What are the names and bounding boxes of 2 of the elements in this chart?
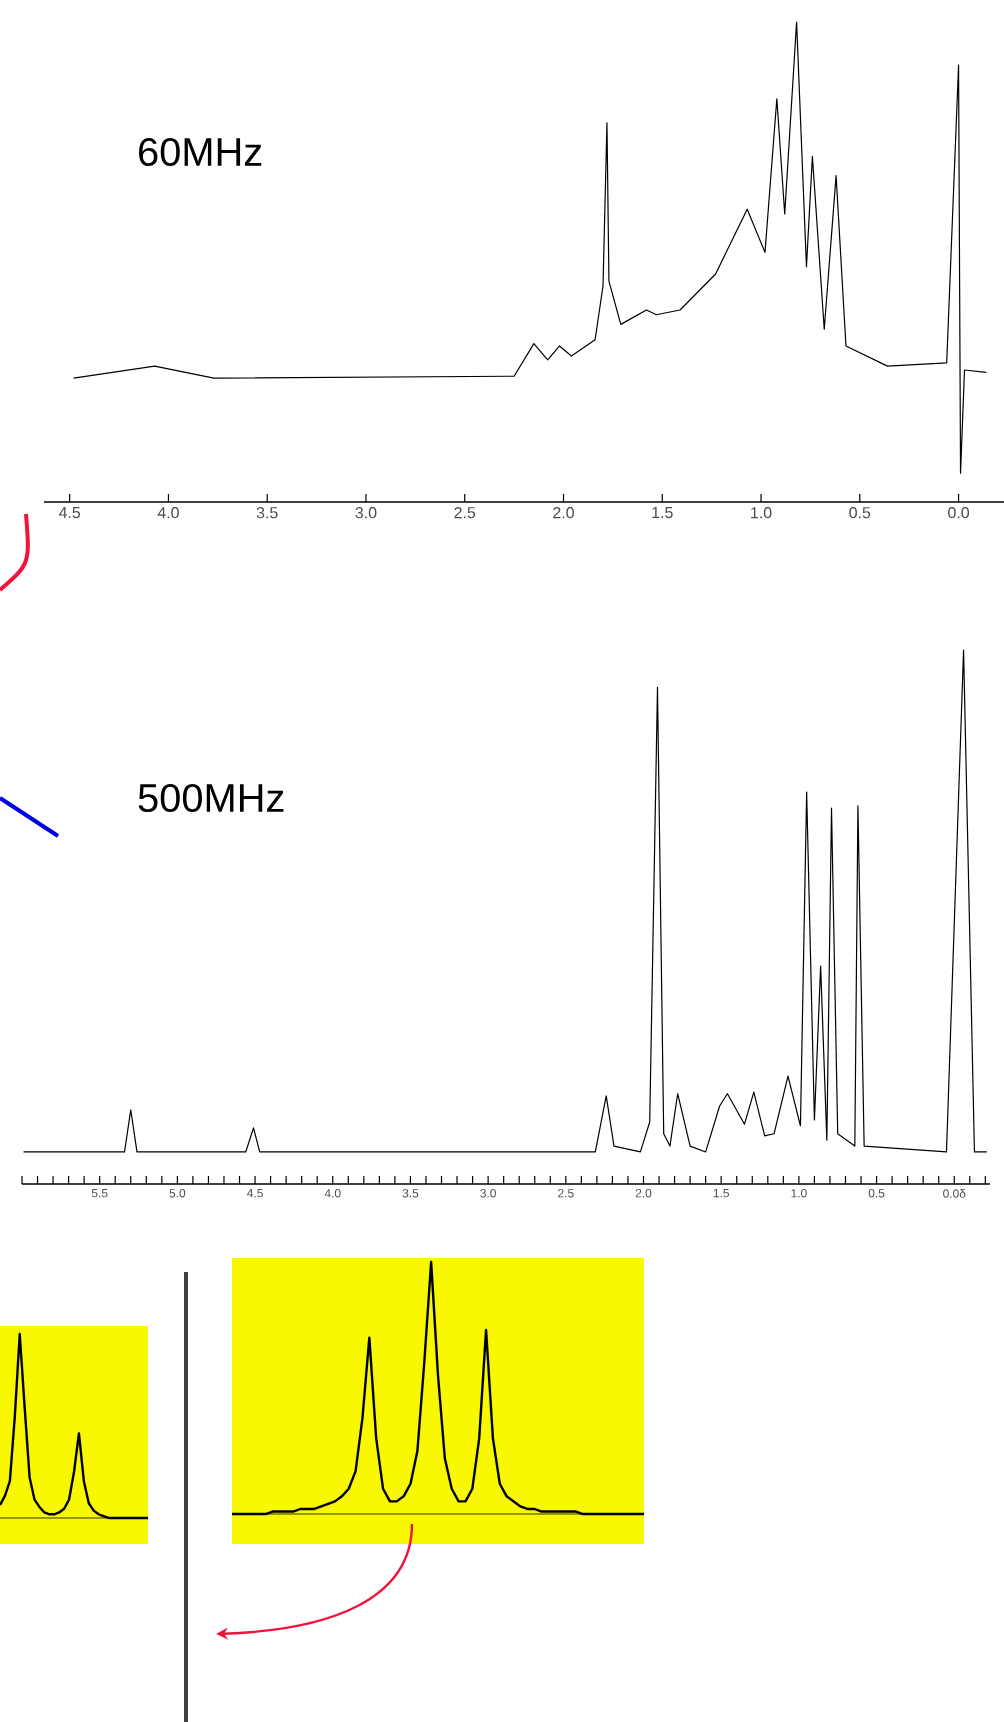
text: 60MHz [139,137,262,167]
text: 500MHz [138,783,284,813]
